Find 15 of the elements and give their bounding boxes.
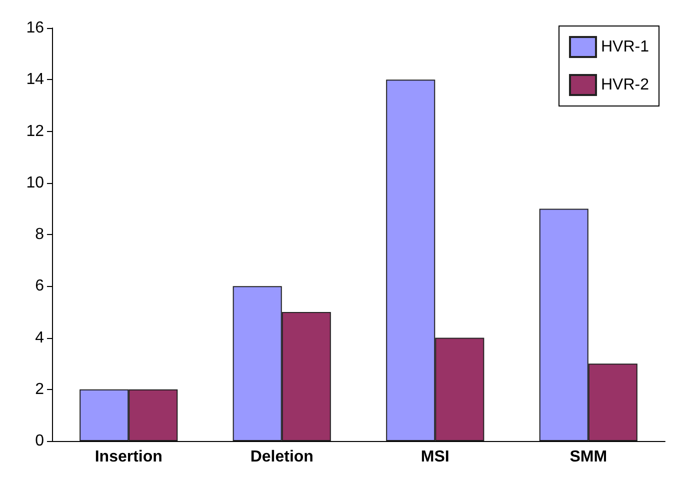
legend-label: HVR-1 [600, 38, 650, 56]
y-tick-label: 10 [26, 174, 44, 192]
y-tick-label: 14 [26, 71, 44, 88]
y-tick-label: 12 [26, 122, 44, 140]
y-tick-label: 2 [35, 380, 44, 398]
y-tick-label: 16 [26, 20, 44, 36]
x-tick-label: MSI [420, 448, 450, 466]
y-tick-label: 8 [35, 226, 44, 243]
y-tick-label: 6 [35, 278, 44, 295]
x-tick-label: SMM [570, 448, 608, 466]
x-tick-label: Deletion [250, 448, 314, 466]
y-tick-label: 4 [35, 329, 44, 346]
legend-label: HVR-2 [600, 76, 650, 94]
x-tick-label: Insertion [94, 448, 162, 466]
y-tick-label: 0 [35, 432, 44, 450]
